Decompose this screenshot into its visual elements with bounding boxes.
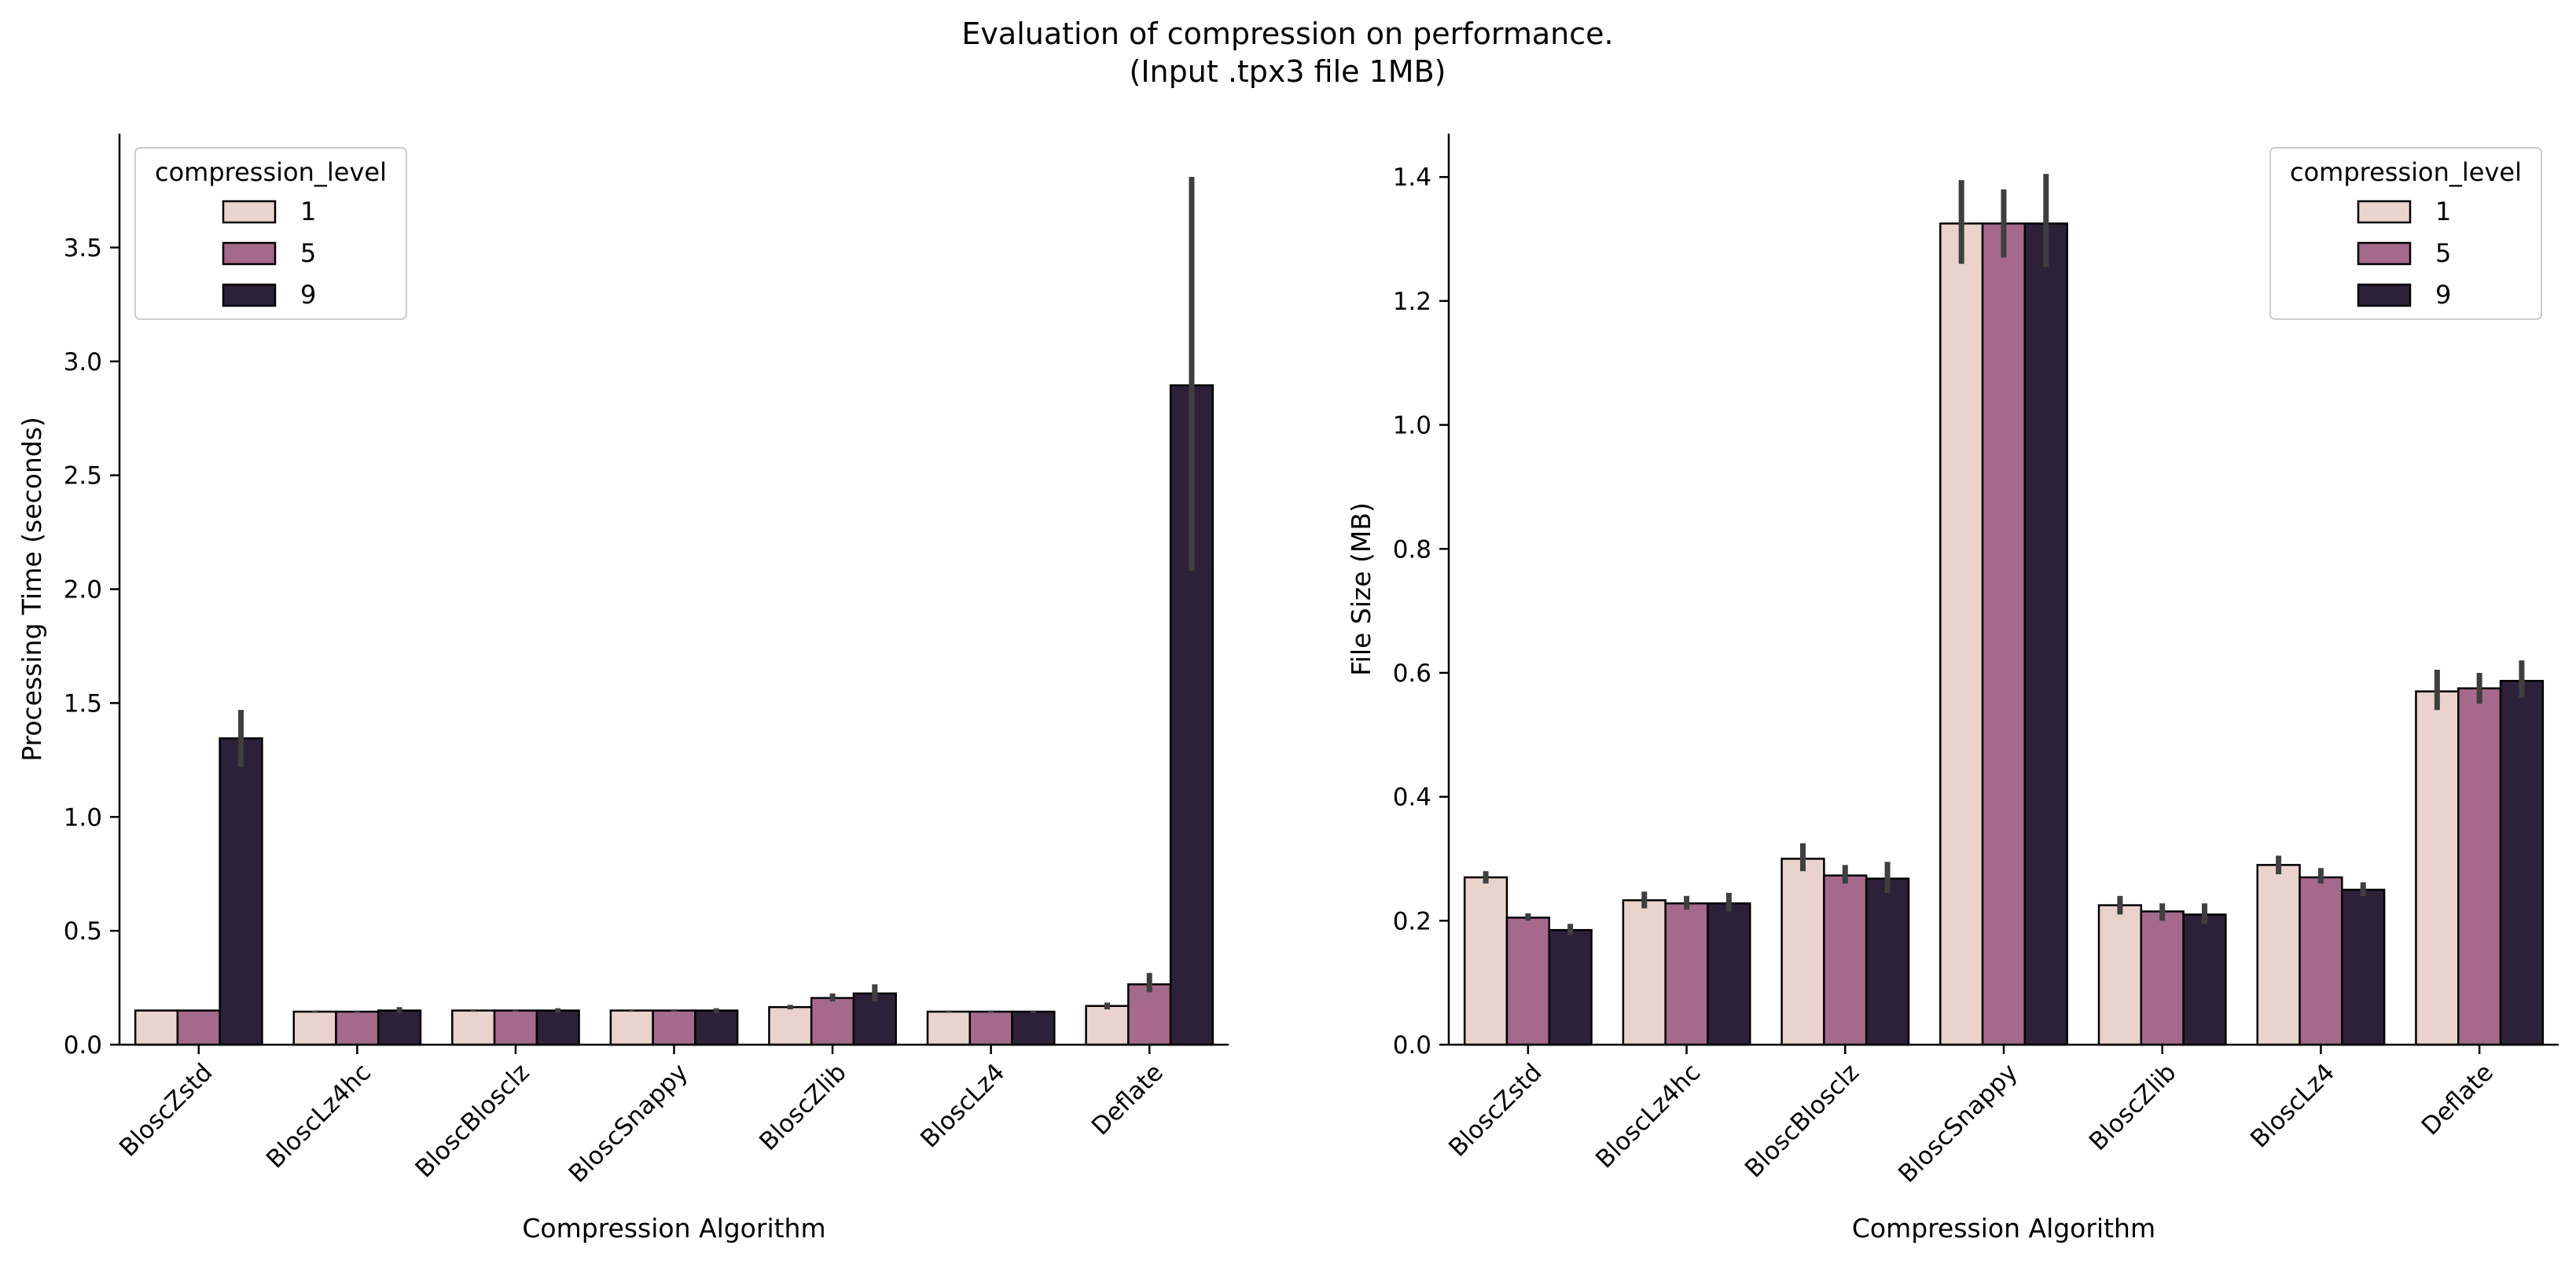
y-tick-label: 0.6 [1393,660,1431,688]
figure-title-line2: (Input .tpx3 file 1MB) [1130,54,1446,89]
bar-bloscsnappy-level-5 [652,1009,696,1046]
bar-bloscblosclz-level-5 [493,1009,538,1046]
bar-blosczstd-level-9 [219,737,263,1046]
bar-blosclz4hc-level-9 [1707,902,1751,1046]
x-tick-label: BloscBlosclz [1740,1058,1865,1183]
bar-blosczlib-level-1 [768,1005,813,1046]
x-axis-label: Compression Algorithm [1852,1213,2155,1244]
legend-title: compression_level [2290,157,2522,187]
y-tick-label: 2.5 [64,462,102,491]
processing-time-chart: 0.0 0.5 1.0 1.5 2.0 2.5 3.0 3.5 BloscZstd BloscLz… [17,134,1229,1244]
y-tick-label: 3.5 [64,234,102,263]
legend-label-level-1: 1 [300,197,316,226]
bar-blosclz4hc-level-1 [1622,899,1666,1046]
x-tick-label: BloscZlib [2084,1058,2182,1156]
bar-bloscsnappy-level-9 [694,1009,739,1046]
bar-blosczstd-level-5 [1505,917,1551,1046]
x-tick-label: BloscBlosclz [410,1058,535,1183]
y-tick-label: 1.5 [64,689,102,718]
legend-swatch-level-5 [222,241,277,266]
bar-blosclz4-level-5 [968,1010,1013,1046]
legend-label-level-5: 5 [2435,238,2451,268]
bar-blosclz4-level-5 [2299,876,2343,1046]
bar-bloscblosclz-level-9 [535,1009,580,1046]
bar-bloscblosclz-level-9 [1865,877,1910,1046]
bar-blosclz4-level-1 [926,1010,972,1046]
x-tick-label: BloscZstd [114,1058,218,1162]
legend-label-level-9: 9 [300,280,316,310]
y-tick-label: 0.4 [1393,784,1431,812]
legend-box [2269,147,2542,320]
bar-deflate-level-5 [2457,687,2502,1046]
x-tick-label: BloscLz4 [2245,1058,2340,1153]
legend-swatch-level-1 [222,200,277,224]
legend: compression_level 1 5 9 [134,147,407,320]
bar-blosczlib-level-5 [2140,910,2185,1046]
legend-swatch-level-9 [222,283,277,307]
bar-blosclz4-level-9 [1011,1010,1056,1046]
file-size-chart: 0.0 0.2 0.4 0.6 0.8 1.0 1.2 1.4 BloscZstd BloscLz… [1346,134,2559,1244]
bar-blosclz4hc-level-5 [335,1010,380,1046]
bar-bloscsnappy-level-1 [609,1009,654,1046]
bar-bloscsnappy-level-9 [2023,222,2068,1046]
x-tick-label: BloscZstd [1443,1058,1547,1162]
bar-bloscsnappy-level-5 [1981,222,2027,1046]
legend-label-level-5: 5 [300,238,316,268]
y-tick-label: 1.4 [1393,164,1431,192]
x-tick-label: BloscLz4hc [261,1058,377,1174]
bar-blosclz4hc-level-5 [1664,902,1709,1046]
x-tick-label: BloscZlib [754,1058,852,1156]
legend-swatch-level-9 [2357,283,2412,307]
y-axis-label: File Size (MB) [1346,502,1376,676]
bar-blosczstd-level-1 [134,1009,179,1046]
y-tick-label: 2.0 [64,576,102,604]
bar-deflate-level-9 [2499,679,2545,1046]
bar-deflate-level-1 [2415,690,2460,1046]
bar-blosczlib-level-1 [2097,904,2143,1046]
x-tick-label: BloscLz4 [915,1058,1010,1153]
x-tick-label: Deflate [1086,1058,1169,1141]
y-tick-label: 0.8 [1393,535,1431,564]
figure-title-line1: Evaluation of compression on performance… [961,17,1613,51]
bar-blosclz4-level-9 [2341,888,2386,1046]
x-tick-label: BloscSnappy [564,1058,694,1189]
bar-blosclz4-level-1 [2256,864,2301,1046]
y-tick-label: 1.2 [1393,288,1431,316]
y-tick-label: 1.0 [64,803,102,832]
bar-blosczlib-level-5 [810,997,855,1046]
bar-blosclz4hc-level-9 [377,1009,422,1046]
legend-label-level-1: 1 [2435,197,2451,226]
legend: compression_level 1 5 9 [2269,147,2542,320]
legend-swatch-level-5 [2357,241,2412,266]
x-tick-label: BloscSnappy [1893,1058,2023,1189]
bar-blosclz4hc-level-1 [292,1010,337,1046]
bar-blosczstd-level-1 [1463,876,1508,1046]
legend-title: compression_level [155,157,387,187]
y-tick-label: 0.0 [1393,1031,1431,1060]
x-axis-label: Compression Algorithm [522,1213,825,1244]
bar-bloscblosclz-level-1 [1780,858,1825,1046]
x-tick-label: BloscLz4hc [1590,1058,1706,1174]
bar-deflate-level-1 [1085,1005,1130,1046]
legend-swatch-level-1 [2357,200,2412,224]
x-tick-label: Deflate [2416,1058,2499,1141]
y-tick-label: 3.0 [64,348,102,377]
legend-box [134,147,407,320]
bar-blosczstd-level-5 [176,1009,221,1046]
y-tick-label: 0.0 [64,1031,102,1060]
bar-blosczlib-level-9 [2182,913,2227,1046]
bar-bloscblosclz-level-5 [1823,874,1868,1046]
bar-blosczstd-level-9 [1548,928,1593,1046]
y-axis-label: Processing Time (seconds) [17,417,47,762]
y-tick-label: 0.5 [64,917,102,946]
y-tick-label: 0.2 [1393,907,1431,935]
bar-bloscblosclz-level-1 [451,1009,496,1046]
legend-label-level-9: 9 [2435,280,2451,310]
bar-bloscsnappy-level-1 [1939,222,1984,1046]
y-tick-label: 1.0 [1393,412,1431,440]
bar-deflate-level-5 [1127,983,1172,1046]
